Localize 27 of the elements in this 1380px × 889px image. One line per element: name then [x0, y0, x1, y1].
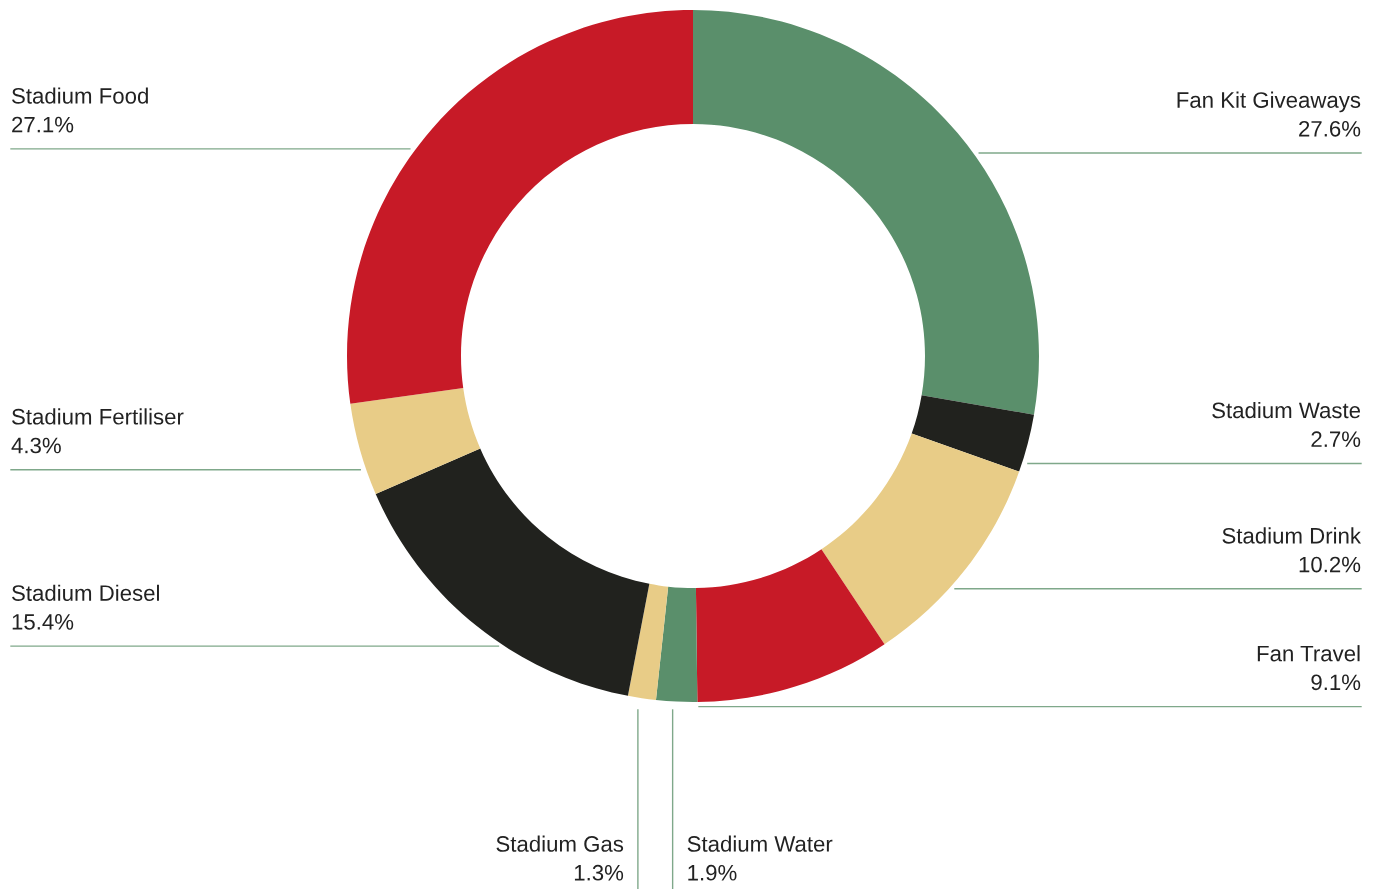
- slice-label: Stadium Food: [12, 87, 148, 104]
- data-label: 27.6%: [1299, 120, 1361, 137]
- donut-slice: [375, 448, 650, 696]
- data-label: 1.3%: [574, 864, 624, 881]
- donut-slice: [911, 395, 1034, 472]
- data-label: 10.2%: [1299, 556, 1361, 573]
- slice-label: Stadium Fertiliser: [12, 408, 184, 425]
- data-label: 27.1%: [12, 116, 74, 133]
- donut-slice: [350, 388, 481, 494]
- slice-label: Fan Kit Giveaways: [1177, 91, 1361, 113]
- data-label: 2.7%: [1311, 431, 1361, 447]
- donut-slice: [693, 10, 1039, 415]
- donut-slice: [627, 583, 669, 701]
- donut-slice: [695, 549, 885, 702]
- slice-label: Stadium Waste: [1212, 401, 1361, 419]
- slice-label: Stadium Gas: [496, 835, 624, 852]
- data-label: 1.9%: [688, 864, 737, 881]
- data-label: 15.4%: [12, 614, 74, 630]
- data-label: 4.3%: [11, 437, 61, 454]
- donut-slice: [821, 433, 1020, 645]
- slice-label: Stadium Drink: [1222, 527, 1362, 544]
- slice-label: Stadium Water: [687, 835, 833, 852]
- slice-label: Fan Travel: [1257, 645, 1360, 662]
- data-label: 9.1%: [1311, 674, 1361, 691]
- donut-slice: [347, 10, 693, 404]
- slice-label: Stadium Diesel: [12, 584, 159, 601]
- donut-slice: [655, 586, 698, 702]
